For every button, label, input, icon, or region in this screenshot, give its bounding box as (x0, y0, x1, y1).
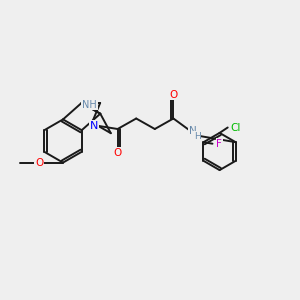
Text: F: F (217, 139, 222, 149)
Text: NH: NH (82, 100, 97, 110)
Text: N: N (189, 126, 196, 136)
Text: H: H (194, 132, 201, 141)
Text: Cl: Cl (230, 122, 241, 133)
Text: O: O (113, 148, 122, 158)
Text: O: O (169, 89, 178, 100)
Text: N: N (89, 121, 98, 131)
Text: O: O (35, 158, 43, 168)
